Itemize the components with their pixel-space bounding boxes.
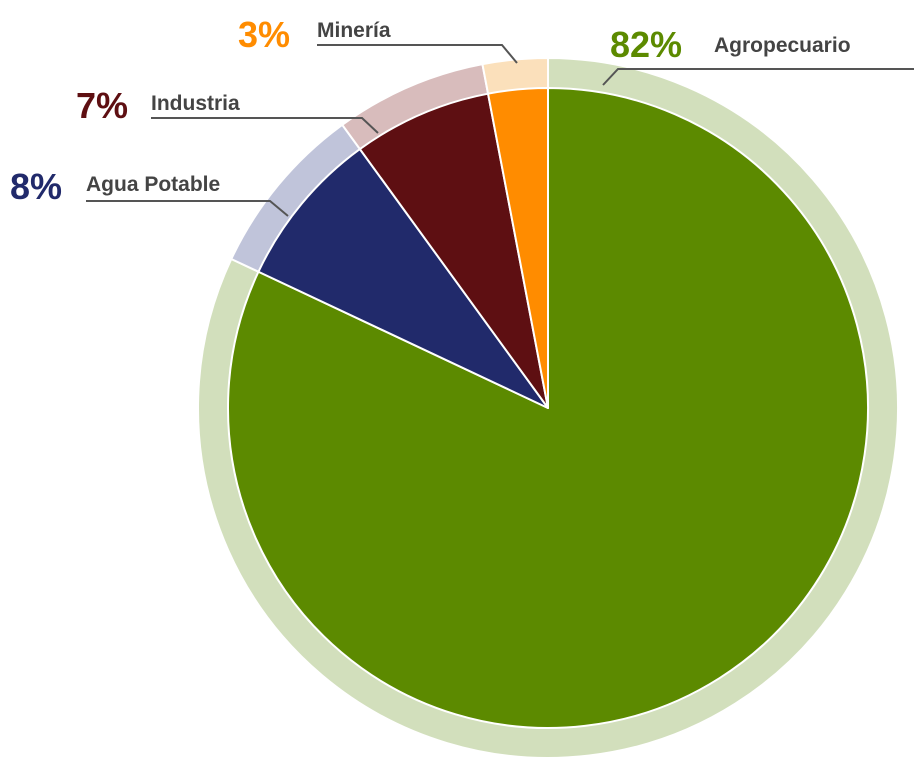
pie-slice-industria [358,92,549,409]
pie-slice-agua [257,148,549,409]
leader-line-industria [151,117,379,134]
slice-label-industria: Industria [151,92,240,115]
label-group-agro: 82% Agropecuario [610,24,851,65]
percent-label-mineria: 3% [238,14,290,55]
label-group-mineria: 3% Minería [238,14,391,55]
leader-line-agro [602,68,914,86]
pie-slices [227,87,869,729]
label-group-industria: 7% Industria [76,85,240,126]
slice-label-agua: Agua Potable [86,173,220,196]
leader-lines [86,44,914,217]
slice-label-agro: Agropecuario [714,34,851,57]
leader-line-agua [86,200,289,217]
leader-line-mineria [317,44,518,64]
pie-slice-mineria [487,87,549,409]
percent-label-industria: 7% [76,85,128,126]
percent-label-agua: 8% [10,166,62,207]
slice-label-mineria: Minería [317,19,391,42]
label-group-agua: 8% Agua Potable [10,166,220,207]
percent-label-agro: 82% [610,24,682,65]
